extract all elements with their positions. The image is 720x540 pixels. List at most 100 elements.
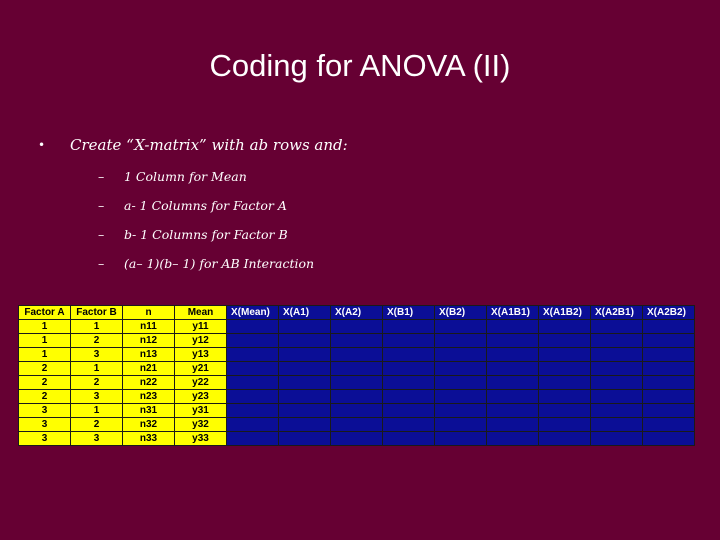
empty-cell[interactable] xyxy=(434,361,487,376)
table-cell: 1 xyxy=(70,319,123,334)
empty-cell[interactable] xyxy=(382,319,435,334)
table-cell: 3 xyxy=(70,347,123,362)
empty-cell[interactable] xyxy=(330,361,383,376)
empty-cell[interactable] xyxy=(538,403,591,418)
empty-cell[interactable] xyxy=(590,347,643,362)
empty-cell[interactable] xyxy=(330,403,383,418)
empty-cell[interactable] xyxy=(642,319,695,334)
empty-cell[interactable] xyxy=(538,431,591,446)
empty-cell[interactable] xyxy=(642,347,695,362)
dash-icon: – xyxy=(98,227,105,242)
empty-cell[interactable] xyxy=(278,389,331,404)
empty-cell[interactable] xyxy=(278,431,331,446)
header-factor-a: Factor A xyxy=(18,305,71,320)
sub-item-var-a: a xyxy=(128,256,137,271)
empty-cell[interactable] xyxy=(330,417,383,432)
empty-cell[interactable] xyxy=(434,403,487,418)
empty-cell[interactable] xyxy=(434,431,487,446)
empty-cell[interactable] xyxy=(382,347,435,362)
empty-cell[interactable] xyxy=(538,347,591,362)
empty-cell[interactable] xyxy=(434,347,487,362)
empty-cell[interactable] xyxy=(642,333,695,348)
empty-cell[interactable] xyxy=(278,361,331,376)
empty-cell[interactable] xyxy=(590,431,643,446)
empty-cell[interactable] xyxy=(278,403,331,418)
empty-cell[interactable] xyxy=(538,389,591,404)
empty-cell[interactable] xyxy=(330,431,383,446)
empty-cell[interactable] xyxy=(434,319,487,334)
empty-cell[interactable] xyxy=(382,333,435,348)
empty-cell[interactable] xyxy=(642,431,695,446)
empty-cell[interactable] xyxy=(486,375,539,390)
table-cell: 3 xyxy=(70,389,123,404)
empty-cell[interactable] xyxy=(538,319,591,334)
empty-cell[interactable] xyxy=(434,417,487,432)
table-cell: y11 xyxy=(174,319,227,334)
empty-cell[interactable] xyxy=(538,333,591,348)
empty-cell[interactable] xyxy=(486,389,539,404)
empty-cell[interactable] xyxy=(382,417,435,432)
empty-cell[interactable] xyxy=(486,431,539,446)
table-cell: n31 xyxy=(122,403,175,418)
empty-cell[interactable] xyxy=(486,333,539,348)
empty-cell[interactable] xyxy=(486,347,539,362)
empty-cell[interactable] xyxy=(330,319,383,334)
table-cell: 2 xyxy=(18,361,71,376)
empty-cell[interactable] xyxy=(642,403,695,418)
empty-cell[interactable] xyxy=(382,389,435,404)
empty-cell[interactable] xyxy=(226,431,279,446)
empty-cell[interactable] xyxy=(434,389,487,404)
table-cell: 2 xyxy=(18,375,71,390)
empty-cell[interactable] xyxy=(486,361,539,376)
empty-cell[interactable] xyxy=(330,389,383,404)
table-cell: y33 xyxy=(174,431,227,446)
empty-cell[interactable] xyxy=(538,417,591,432)
empty-cell[interactable] xyxy=(486,417,539,432)
empty-cell[interactable] xyxy=(382,375,435,390)
empty-cell[interactable] xyxy=(278,333,331,348)
empty-cell[interactable] xyxy=(642,389,695,404)
empty-cell[interactable] xyxy=(278,417,331,432)
empty-cell[interactable] xyxy=(278,319,331,334)
header-x-mean: X(Mean) xyxy=(226,305,279,320)
empty-cell[interactable] xyxy=(226,347,279,362)
empty-cell[interactable] xyxy=(642,417,695,432)
empty-cell[interactable] xyxy=(330,333,383,348)
empty-cell[interactable] xyxy=(590,403,643,418)
table-cell: 1 xyxy=(70,403,123,418)
empty-cell[interactable] xyxy=(226,417,279,432)
empty-cell[interactable] xyxy=(590,333,643,348)
empty-cell[interactable] xyxy=(278,375,331,390)
empty-cell[interactable] xyxy=(642,361,695,376)
empty-cell[interactable] xyxy=(642,375,695,390)
empty-cell[interactable] xyxy=(434,333,487,348)
empty-cell[interactable] xyxy=(278,347,331,362)
empty-cell[interactable] xyxy=(590,319,643,334)
empty-cell[interactable] xyxy=(226,319,279,334)
dash-icon: – xyxy=(98,198,105,213)
empty-cell[interactable] xyxy=(382,361,435,376)
empty-cell[interactable] xyxy=(226,375,279,390)
empty-cell[interactable] xyxy=(382,403,435,418)
table-cell: 1 xyxy=(18,333,71,348)
empty-cell[interactable] xyxy=(330,375,383,390)
empty-cell[interactable] xyxy=(590,389,643,404)
empty-cell[interactable] xyxy=(226,389,279,404)
table-cell: 1 xyxy=(70,361,123,376)
empty-cell[interactable] xyxy=(538,375,591,390)
empty-cell[interactable] xyxy=(226,333,279,348)
empty-cell[interactable] xyxy=(330,347,383,362)
empty-cell[interactable] xyxy=(590,361,643,376)
empty-cell[interactable] xyxy=(590,417,643,432)
header-x-a2b1: X(A2B1) xyxy=(590,305,643,320)
empty-cell[interactable] xyxy=(590,375,643,390)
empty-cell[interactable] xyxy=(226,361,279,376)
empty-cell[interactable] xyxy=(226,403,279,418)
empty-cell[interactable] xyxy=(538,361,591,376)
empty-cell[interactable] xyxy=(434,375,487,390)
empty-cell[interactable] xyxy=(486,403,539,418)
table-cell: y21 xyxy=(174,361,227,376)
empty-cell[interactable] xyxy=(382,431,435,446)
header-n: n xyxy=(122,305,175,320)
empty-cell[interactable] xyxy=(486,319,539,334)
